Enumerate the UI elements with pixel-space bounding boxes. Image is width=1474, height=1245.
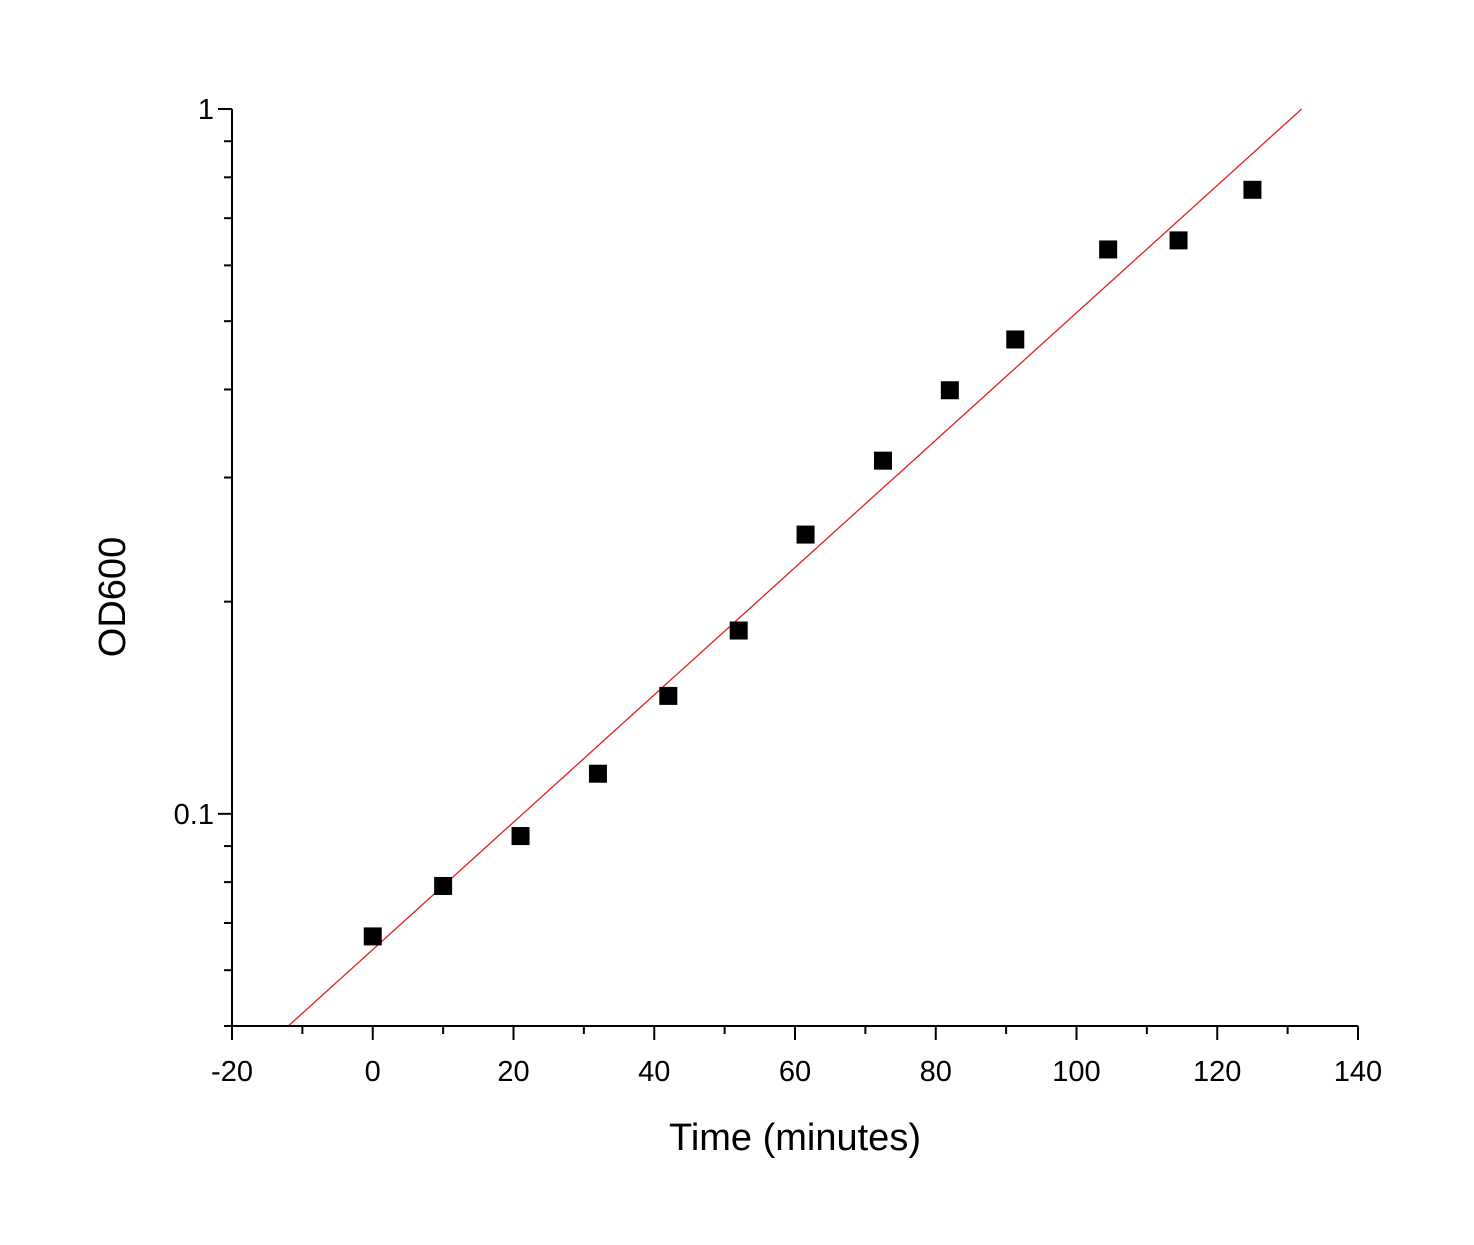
data-point	[588, 764, 607, 783]
x-tick-label: -20	[211, 1056, 253, 1088]
data-point	[1006, 330, 1025, 349]
x-tick-label: 40	[638, 1056, 670, 1088]
fit-line-layer	[287, 108, 1303, 1027]
data-point	[659, 686, 678, 705]
x-tick-label: 60	[779, 1056, 811, 1088]
data-point	[1169, 231, 1188, 250]
x-tick-label: 140	[1334, 1056, 1382, 1088]
y-ticks: 0.11	[174, 94, 232, 1027]
data-point	[796, 525, 815, 544]
x-tick-label: 100	[1052, 1056, 1100, 1088]
x-tick-label: 120	[1193, 1056, 1241, 1088]
fit-line	[287, 108, 1303, 1027]
x-tick-label: 80	[920, 1056, 952, 1088]
data-point	[363, 927, 382, 946]
data-point	[434, 876, 453, 895]
x-tick-label: 20	[497, 1056, 529, 1088]
data-points	[363, 180, 1262, 946]
y-tick-label: 1	[198, 94, 214, 126]
data-point	[1099, 240, 1118, 259]
y-axis-title: OD600	[92, 537, 134, 657]
data-point	[729, 621, 748, 640]
data-point	[873, 451, 892, 470]
x-axis-title: Time (minutes)	[669, 1117, 921, 1159]
x-ticks: -20 0 20 40 60 80 100 120 140	[211, 1026, 1382, 1088]
x-tick-label: 0	[365, 1056, 381, 1088]
data-point	[1243, 180, 1262, 199]
y-tick-label: 0.1	[174, 799, 214, 831]
data-point	[940, 381, 959, 400]
data-point	[511, 827, 530, 846]
